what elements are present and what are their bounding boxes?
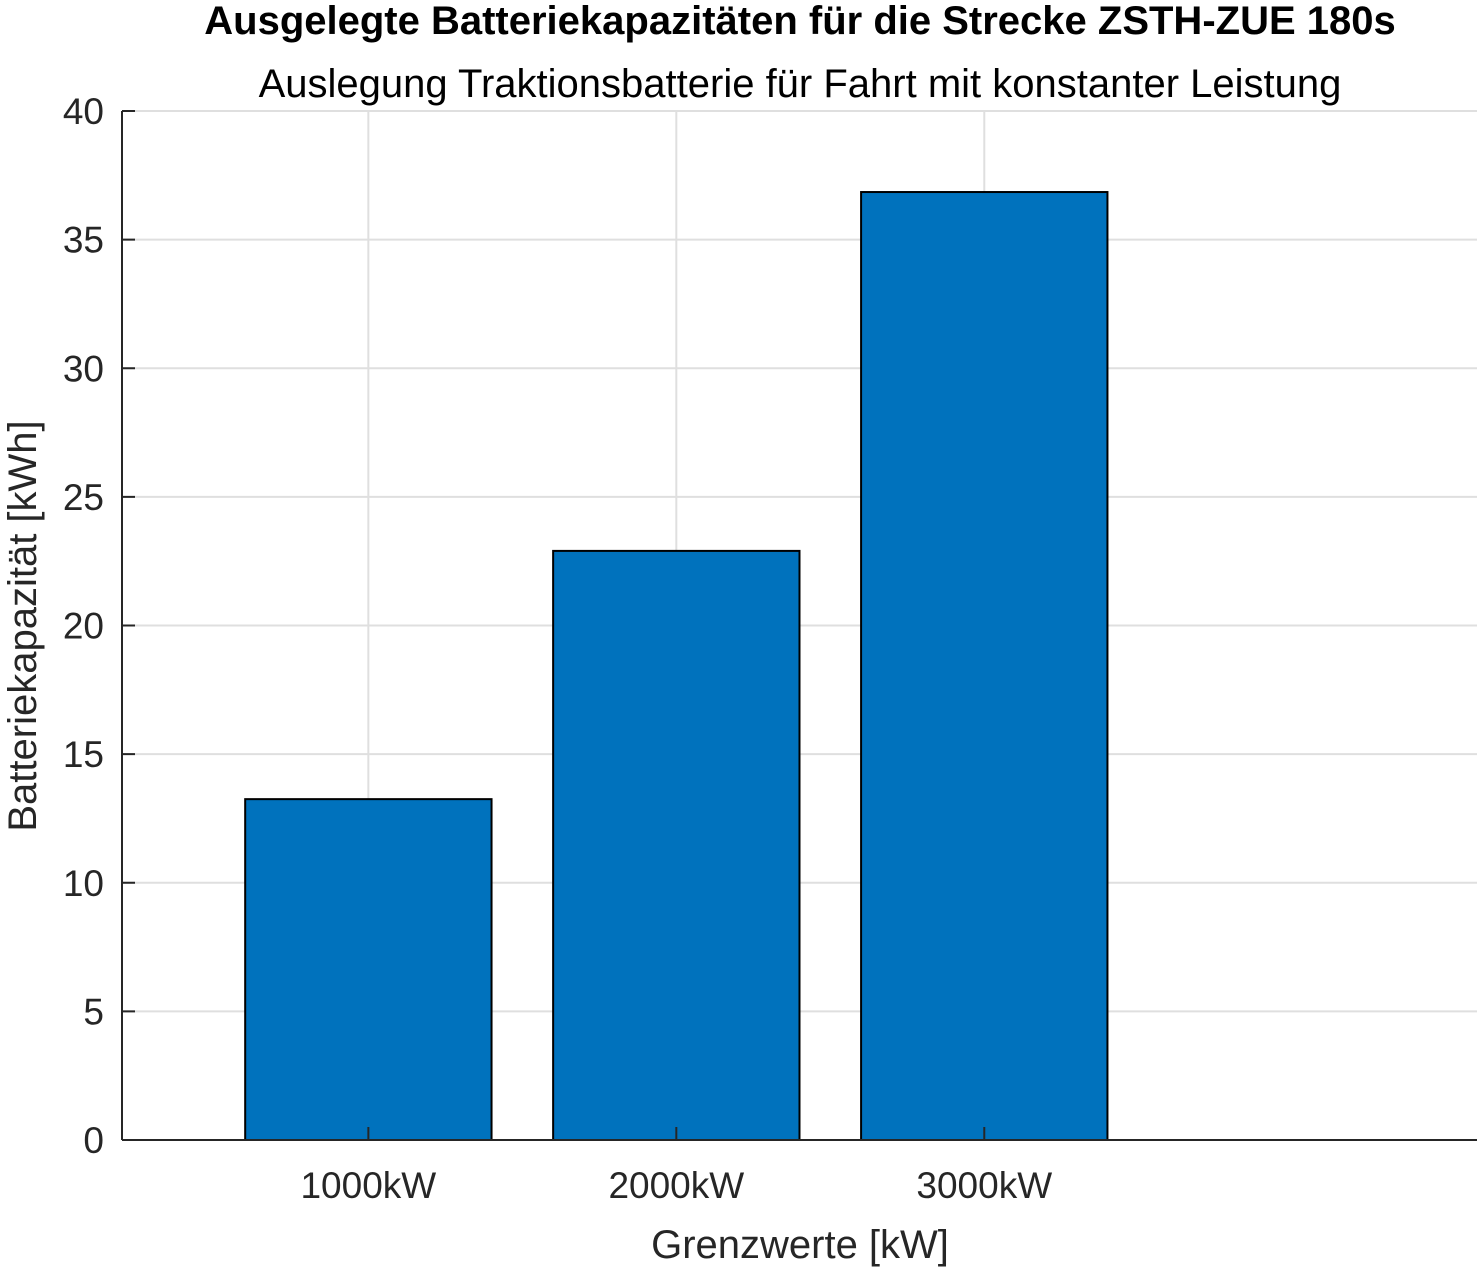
y-axis-label: Batteriekapazität [kWh] [1,420,45,831]
axes [121,110,1477,1141]
x-tick-labels: 1000kW 2000kW 3000kW [300,1165,1052,1206]
y-tick-label: 20 [63,606,104,647]
y-tick-label: 15 [63,734,104,775]
x-tick-label: 2000kW [608,1165,744,1206]
y-tick-label: 25 [63,477,104,518]
bar-1000kW [244,798,493,1141]
x-tick-label: 1000kW [300,1165,436,1206]
bars [244,191,1109,1141]
x-axis-label: Grenzwerte [kW] [651,1223,949,1267]
bar-3000kW [860,191,1109,1141]
x-tick-label: 3000kW [916,1165,1052,1206]
y-tick-label: 0 [83,1120,104,1161]
bar-2000kW [552,549,801,1141]
y-tick-label: 30 [63,348,104,389]
y-tick-label: 35 [63,220,104,261]
chart-title: Ausgelegte Batteriekapazitäten für die S… [204,0,1395,43]
chart-subtitle: Auslegung Traktionsbatterie für Fahrt mi… [259,62,1342,106]
y-tick-label: 5 [83,991,104,1032]
y-tick-label: 40 [63,91,104,132]
y-tick-label: 10 [63,863,104,904]
y-tick-labels: 0 5 10 15 20 25 30 35 40 [63,91,104,1161]
